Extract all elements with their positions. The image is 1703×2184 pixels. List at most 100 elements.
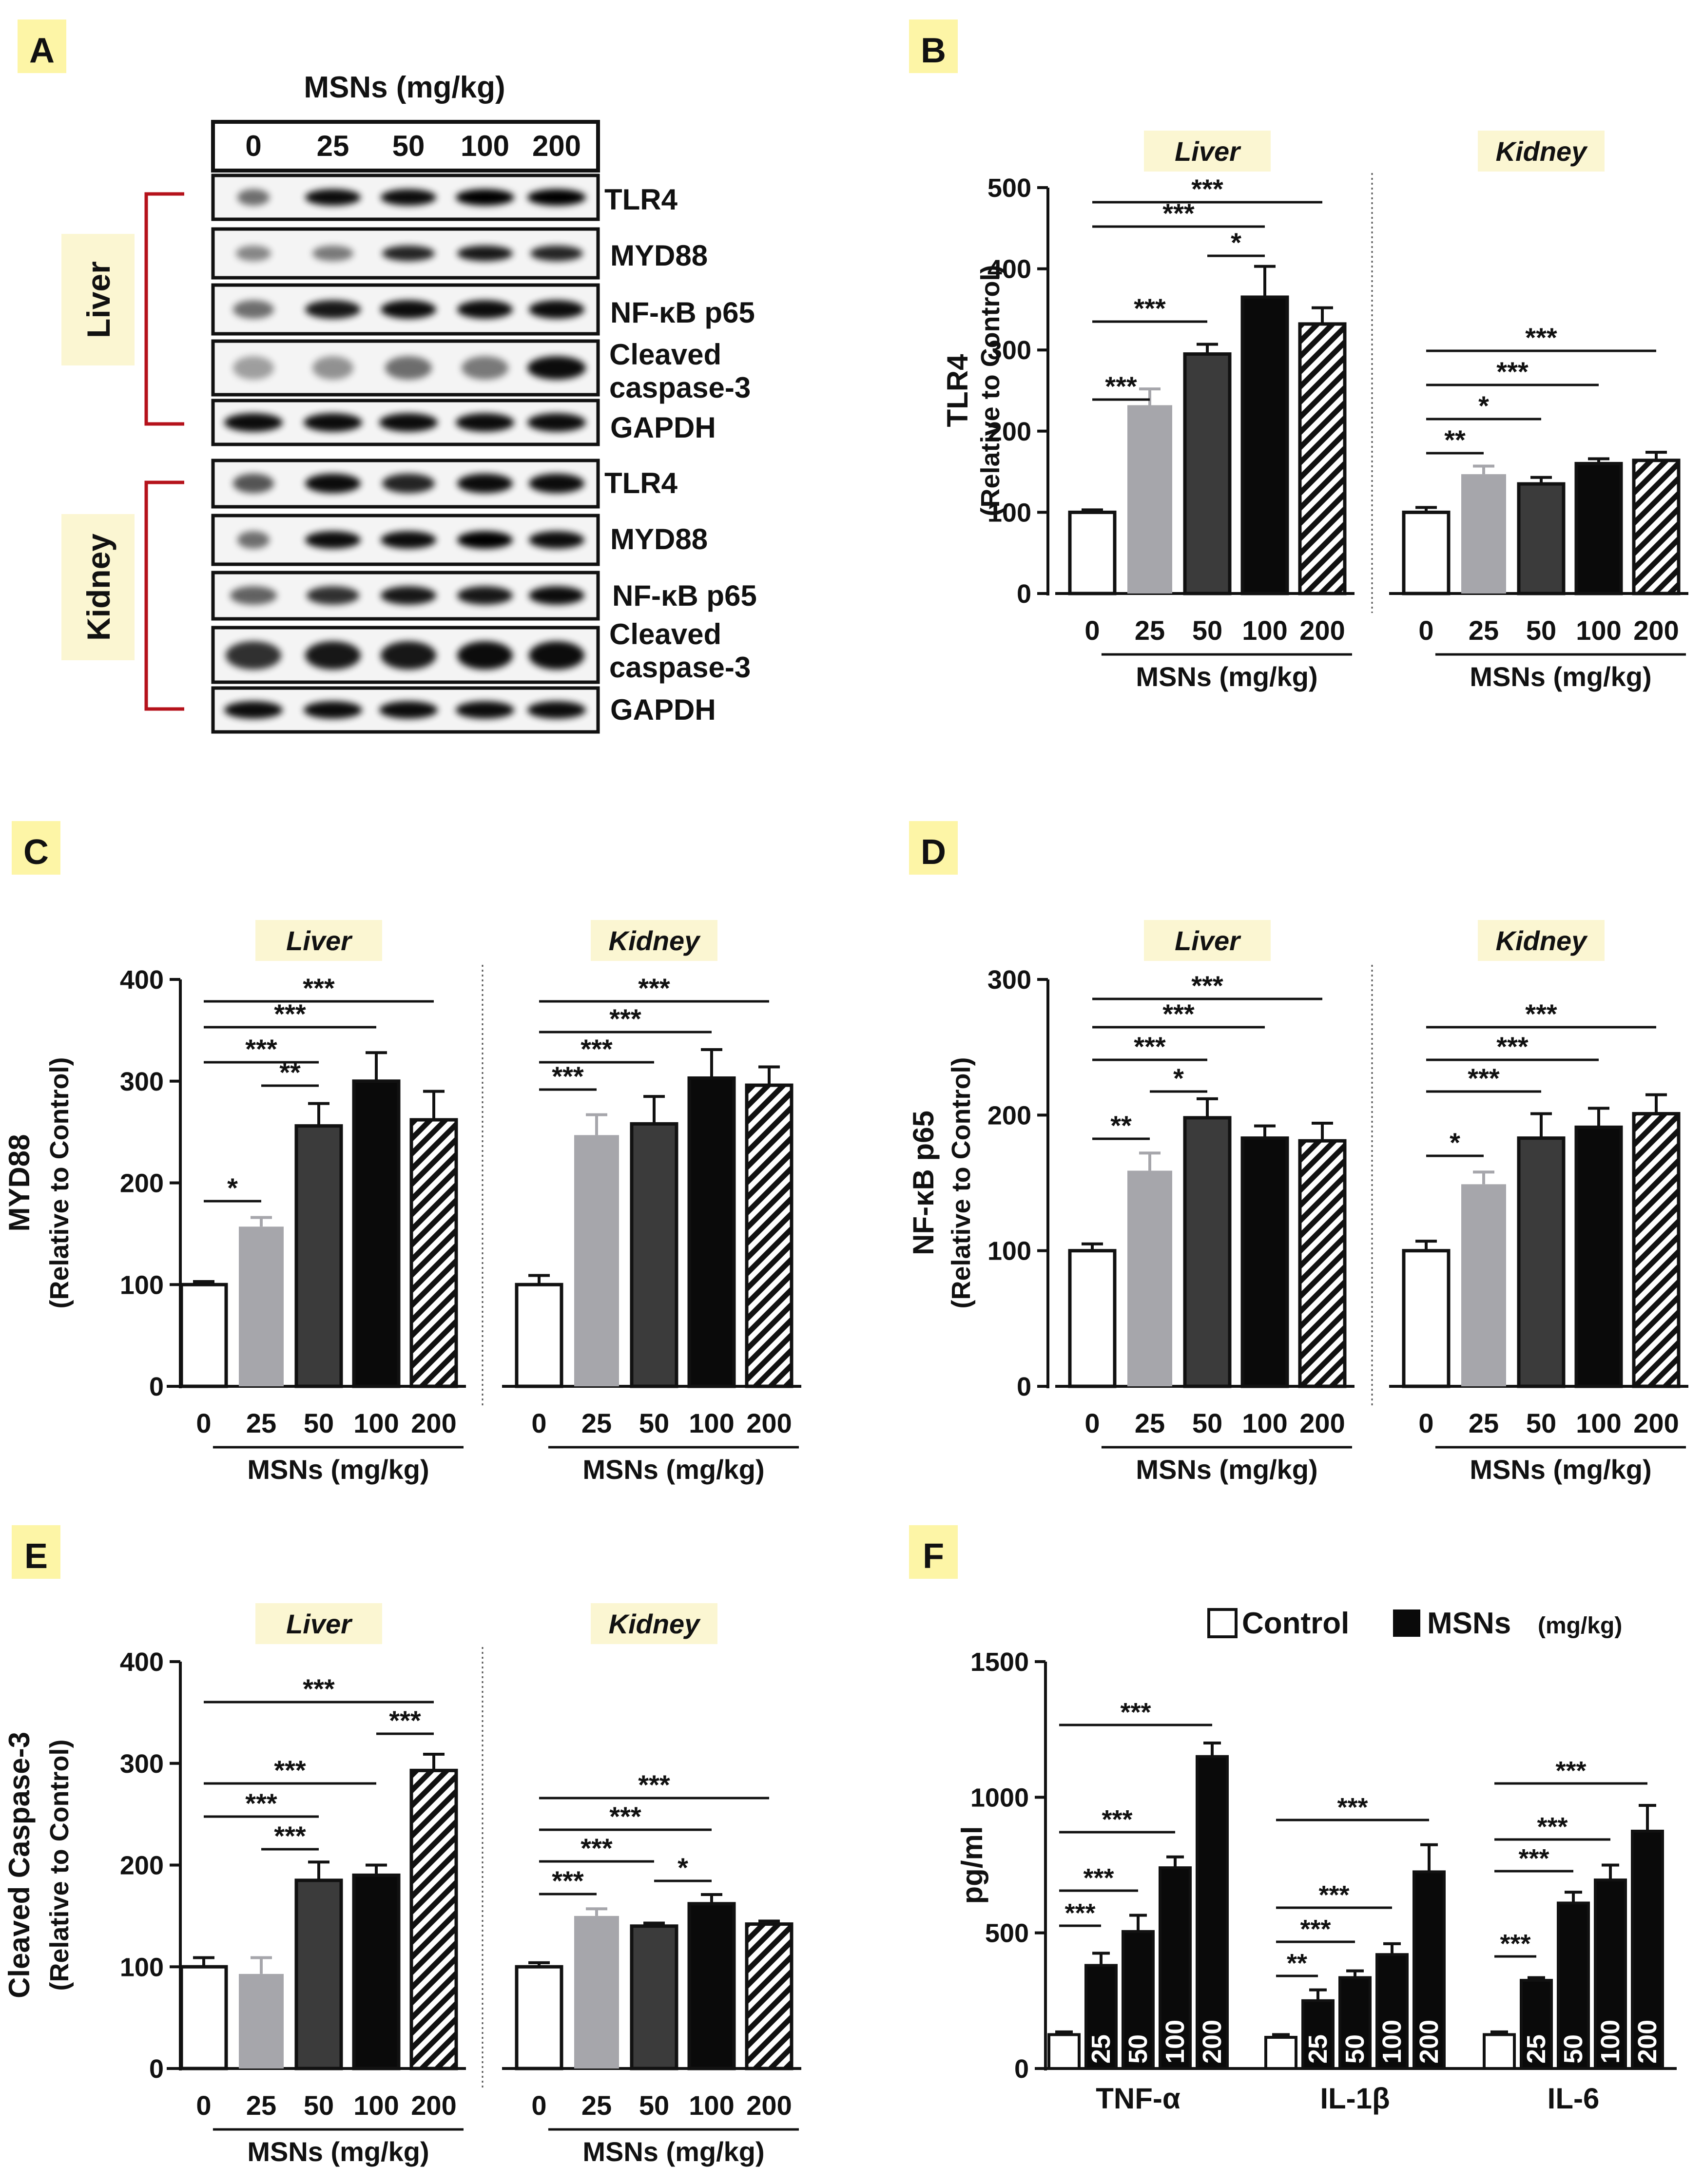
- blot-band: [230, 586, 277, 605]
- y-tick-label: 1500: [970, 1648, 1029, 1677]
- band-label-kidney-nfkb: NF-κB p65: [612, 579, 757, 612]
- blot-band: [233, 356, 274, 380]
- bar-TNF-α-0: [1047, 2033, 1081, 2070]
- dose-0: 0: [245, 130, 261, 162]
- panel-d-label: D: [921, 833, 946, 872]
- bar-liver-200: [409, 1118, 458, 1388]
- band-label-kidney-myd88: MYD88: [610, 523, 708, 556]
- blot-band: [457, 641, 513, 670]
- significance-stars: ***: [1518, 1844, 1549, 1873]
- blot-band: [457, 474, 513, 493]
- x-tick-label: 0: [531, 1408, 546, 1438]
- blot-band: [529, 300, 584, 319]
- blot-band: [305, 641, 361, 670]
- y-tick-label: 100: [120, 1953, 164, 1982]
- blot-band: [379, 701, 438, 719]
- significance-stars: ***: [609, 1801, 641, 1832]
- bar-liver-50: [294, 1124, 343, 1388]
- bar-kidney-200: [745, 1922, 793, 2070]
- y-tick-label: 0: [149, 2054, 164, 2084]
- bar-dose-label: 200: [1198, 2020, 1227, 2064]
- y-axis-sublabel: (Relative to Control): [947, 1057, 976, 1308]
- bar-kidney-25: [574, 1916, 619, 2069]
- blot-band: [527, 413, 586, 432]
- y-tick-label: 500: [985, 1919, 1029, 1948]
- blot-band: [529, 531, 584, 549]
- panel-f-label: F: [923, 1537, 944, 1576]
- bar-IL-6-2: [1557, 1901, 1590, 2070]
- x-tick-label: 50: [1192, 1408, 1222, 1438]
- y-tick-label: 100: [987, 1237, 1031, 1266]
- blot-band: [226, 641, 281, 670]
- significance-stars: *: [227, 1172, 238, 1203]
- legend-label-units: (mg/kg): [1538, 1613, 1622, 1639]
- blot-band: [381, 586, 436, 605]
- band-label-kidney-caspase3: Cleaved caspase-3: [609, 618, 751, 684]
- bar-kidney-0: [1402, 510, 1451, 595]
- x-tick-label: 200: [746, 1408, 792, 1438]
- x-tick-label: 25: [581, 1408, 612, 1438]
- bar-liver-100: [352, 1079, 401, 1388]
- blot-band: [457, 586, 513, 605]
- band-label-liver-gapdh: GAPDH: [610, 411, 716, 444]
- x-tick-label: 100: [689, 1408, 734, 1438]
- bar-IL-1β-2: [1338, 1976, 1372, 2070]
- bar-kidney-0: [515, 1965, 563, 2070]
- band-label-liver-myd88: MYD88: [610, 239, 708, 272]
- x-axis-label: MSNs (mg/kg): [1470, 1454, 1651, 1485]
- significance-stars: ***: [1064, 1898, 1095, 1928]
- significance-stars: ***: [1337, 1793, 1368, 1822]
- kidney-label-box: [61, 514, 135, 660]
- liver-label: Liver: [80, 261, 116, 338]
- panel-e-label-box: [12, 1525, 60, 1579]
- x-tick-label: 200: [411, 1408, 456, 1438]
- bar-IL-1β-4: [1413, 1870, 1446, 2070]
- y-tick-label: 500: [987, 173, 1031, 203]
- significance-stars: ***: [1105, 371, 1137, 402]
- bar-kidney-25: [574, 1135, 619, 1386]
- y-tick-label: 200: [987, 417, 1031, 446]
- legend-swatch-msns: [1393, 1609, 1420, 1637]
- liver-label-box: [61, 234, 135, 365]
- significance-stars: ***: [303, 1673, 335, 1704]
- x-tick-label: 200: [1633, 1408, 1679, 1438]
- panel-c-label: C: [23, 833, 49, 872]
- significance-stars: ***: [1191, 173, 1223, 204]
- legend-swatch-control: [1207, 1608, 1238, 1638]
- chart-c-myd88: 0 100 200 300 400 MYD88 (Relative to Control) L…: [3, 920, 801, 1485]
- bar-kidney-50: [1517, 1136, 1566, 1388]
- x-tick-label: 0: [1418, 1408, 1433, 1438]
- x-tick-label: 25: [246, 1408, 276, 1438]
- y-tick-label: 100: [987, 498, 1031, 527]
- bar-dose-label: 100: [1596, 2020, 1625, 2064]
- panel-a-label-box: [18, 19, 66, 73]
- blot-band: [236, 246, 271, 261]
- y-tick-label: 200: [120, 1169, 164, 1198]
- group-title-box: [591, 920, 717, 961]
- significance-stars: ***: [609, 1003, 641, 1034]
- blot-band: [304, 701, 362, 719]
- y-axis-sublabel: (Relative to Control): [976, 265, 1005, 516]
- group-title-box: [1144, 920, 1271, 961]
- bar-kidney-50: [630, 1924, 678, 2070]
- blot-band: [382, 474, 435, 493]
- bar-TNF-α-3: [1159, 1866, 1192, 2070]
- significance-stars: ***: [1525, 998, 1557, 1029]
- x-tick-label: 25: [1469, 1408, 1499, 1438]
- x-tick-label: 0: [1418, 615, 1433, 646]
- significance-stars: ***: [1134, 1031, 1166, 1062]
- bar-liver-50: [1183, 352, 1232, 595]
- liver-bracket: [144, 192, 184, 426]
- bar-liver-0: [1068, 510, 1117, 595]
- y-axis-label: NF-κB p65: [907, 1111, 940, 1255]
- significance-stars: ***: [1318, 1880, 1349, 1910]
- significance-stars: ***: [1500, 1929, 1530, 1958]
- x-tick-label: 100: [1576, 615, 1621, 646]
- blot-band: [312, 246, 353, 261]
- blot-band: [381, 300, 436, 319]
- bar-IL-6-3: [1594, 1878, 1627, 2070]
- significance-stars: ***: [1083, 1863, 1114, 1893]
- y-tick-label: 0: [1014, 2054, 1029, 2084]
- x-tick-label: 100: [353, 2090, 399, 2121]
